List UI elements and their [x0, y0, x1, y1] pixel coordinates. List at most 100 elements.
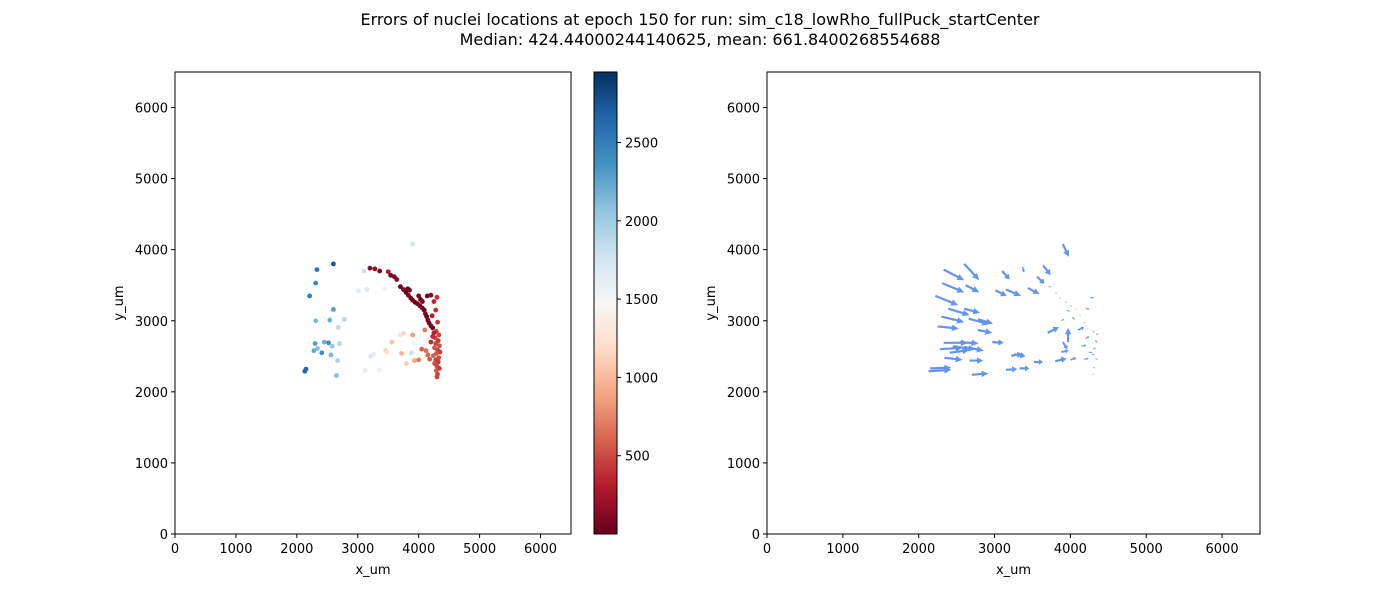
scatter-xlabel: x_um — [355, 563, 390, 578]
quiver-arrow — [1064, 301, 1067, 303]
colorbar-tick-label: 2500 — [625, 136, 658, 151]
scatter-frame — [174, 71, 572, 535]
quiver-xtick-label: 1000 — [826, 542, 859, 557]
scatter-axes: 0 1000 2000 3000 4000 5000 6000 0 1000 2000 3000 40… — [112, 71, 572, 578]
scatter-point — [433, 341, 439, 346]
scatter-point — [416, 357, 422, 363]
scatter-point — [431, 299, 437, 304]
quiver-arrow — [941, 315, 965, 324]
quiver-arrow — [971, 370, 989, 378]
quiver-arrow — [992, 339, 1004, 346]
quiver-xtick-label: 3000 — [978, 542, 1011, 557]
quiver-arrow — [1085, 336, 1090, 339]
quiver-panel: 0 1000 2000 3000 4000 5000 6000 0 1000 2000 3000 40… — [704, 71, 1261, 578]
colorbar-tick-label: 2000 — [625, 215, 658, 230]
quiver-arrow — [943, 268, 965, 281]
quiver-arrow — [1083, 357, 1089, 361]
scatter-point — [394, 277, 400, 282]
quiver-arrow — [1070, 356, 1077, 361]
scatter-point — [408, 350, 414, 356]
quiver-arrow — [994, 289, 1007, 297]
quiver-arrow — [977, 318, 994, 325]
quiver-xtick-label: 5000 — [1130, 542, 1163, 557]
scatter-point — [437, 349, 443, 355]
scatter-ytick-label: 3000 — [135, 315, 168, 330]
quiver-plot-area — [767, 72, 1260, 534]
scatter-point — [321, 339, 327, 345]
quiver-arrow — [1083, 322, 1085, 324]
quiver-xtick-label: 6000 — [1206, 542, 1239, 557]
quiver-arrow — [1001, 270, 1010, 280]
quiver-ytick-label: 5000 — [727, 173, 760, 188]
scatter-points — [302, 241, 443, 380]
scatter-point — [313, 318, 319, 324]
quiver-arrow — [952, 345, 976, 352]
quiver-arrow — [1047, 326, 1060, 334]
scatter-point — [399, 351, 405, 356]
quiver-arrow — [968, 317, 990, 326]
scatter-point — [435, 319, 440, 325]
figure-title-line-2: Median: 424.44000244140625, mean: 661.84… — [459, 30, 941, 49]
scatter-point — [327, 317, 333, 323]
quiver-axes: 0 1000 2000 3000 4000 5000 6000 0 1000 2000 3000 40… — [704, 71, 1261, 578]
quiver-arrow — [937, 324, 959, 332]
quiver-arrow — [1005, 288, 1022, 297]
scatter-point — [434, 294, 440, 300]
quiver-arrow — [959, 339, 979, 347]
scatter-point — [367, 265, 373, 271]
quiver-arrow — [1091, 353, 1095, 356]
scatter-point — [331, 261, 336, 267]
scatter-point — [416, 293, 422, 299]
quiver-arrow — [1066, 309, 1070, 312]
quiver-arrow — [1081, 344, 1087, 347]
scatter-point — [371, 351, 377, 357]
scatter-xtick-label: 2000 — [280, 542, 313, 557]
scatter-ytick-label: 1000 — [135, 457, 168, 472]
quiver-arrow — [963, 263, 980, 281]
scatter-xtick-label: 1000 — [219, 542, 252, 557]
scatter-point — [437, 343, 442, 349]
quiver-xtick-label: 4000 — [1054, 542, 1087, 557]
quiver-ytick-label: 6000 — [727, 102, 760, 117]
scatter-point — [398, 284, 403, 290]
scatter-point — [425, 352, 431, 358]
colorbar-tick-label: 500 — [625, 450, 650, 465]
quiver-arrow — [965, 284, 980, 293]
scatter-point — [401, 331, 406, 336]
quiver-arrow — [934, 294, 959, 306]
quiver-arrow — [1055, 292, 1057, 294]
quiver-arrow — [1061, 341, 1068, 350]
scatter-point — [376, 367, 382, 373]
quiver-arrow — [1048, 285, 1051, 288]
quiver-xtick-label: 0 — [763, 542, 771, 557]
scatter-point — [315, 346, 320, 351]
scatter-point — [430, 325, 436, 331]
scatter-xtick-label: 6000 — [524, 542, 557, 557]
quiver-arrow — [1021, 266, 1026, 273]
scatter-point — [372, 266, 378, 272]
quiver-ytick-label: 1000 — [727, 457, 760, 472]
scatter-point — [419, 346, 425, 352]
scatter-ytick-label: 6000 — [135, 102, 168, 117]
scatter-point — [313, 280, 319, 286]
quiver-arrow — [941, 282, 965, 293]
scatter-point — [424, 293, 430, 299]
quiver-xtick-label: 2000 — [902, 542, 935, 557]
scatter-point — [329, 343, 335, 349]
colorbar-frame — [593, 71, 618, 535]
scatter-point — [436, 332, 442, 338]
scatter-point — [337, 341, 342, 346]
scatter-point — [411, 341, 417, 346]
scatter-point — [328, 352, 334, 358]
quiver-arrow — [1095, 358, 1098, 361]
figure-title: Errors of nuclei locations at epoch 150 … — [0, 10, 1400, 50]
quiver-arrow — [1079, 314, 1081, 316]
quiver-arrow — [1036, 275, 1045, 284]
scatter-point — [361, 268, 367, 274]
scatter-point — [326, 340, 331, 346]
quiver-arrow — [969, 357, 984, 364]
scatter-point — [431, 330, 437, 336]
colorbar-gradient — [594, 72, 617, 534]
colorbar-tick-label: 1000 — [625, 371, 658, 386]
